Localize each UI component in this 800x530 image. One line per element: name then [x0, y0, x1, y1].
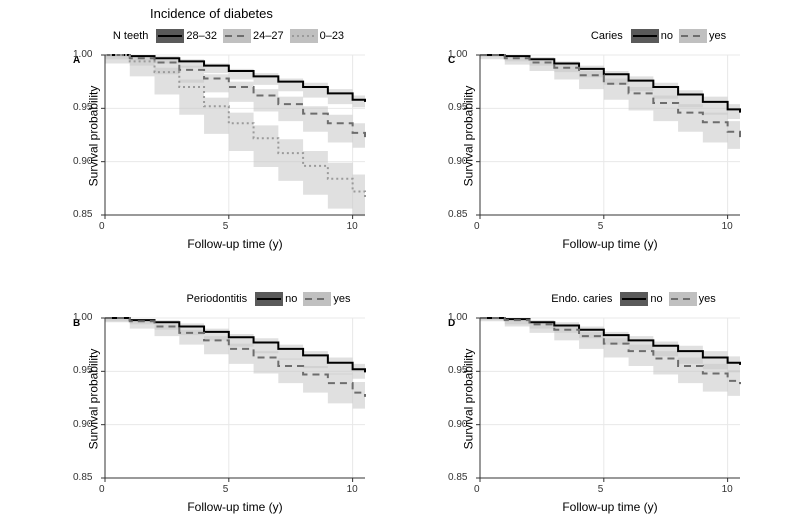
legend-label: yes — [699, 293, 716, 305]
xlabel: Follow-up time (y) — [180, 237, 290, 251]
legend-A: N teeth 28–32 24–27 0–23 — [90, 29, 370, 43]
legend-title: Caries — [591, 30, 623, 42]
xtick: 0 — [474, 484, 480, 495]
ylabel: Survival probability — [86, 349, 100, 450]
xtick: 0 — [474, 221, 480, 232]
legend-title: N teeth — [113, 30, 148, 42]
xtick: 0 — [99, 484, 105, 495]
xlabel: Follow-up time (y) — [555, 500, 665, 514]
ylabel: Survival probability — [461, 349, 475, 450]
xtick: 10 — [722, 484, 733, 495]
legend-item: no — [620, 292, 662, 306]
legend-label: yes — [333, 293, 350, 305]
xtick: 10 — [722, 221, 733, 232]
ylabel: Survival probability — [461, 86, 475, 187]
ytick: 1.00 — [448, 49, 467, 60]
ytick: 0.85 — [448, 209, 467, 220]
legend-item: yes — [303, 292, 350, 306]
legend-item: yes — [669, 292, 716, 306]
plot-C — [480, 55, 740, 215]
xtick: 10 — [347, 484, 358, 495]
plot-A — [105, 55, 365, 215]
legend-B: Periodontitis no yes — [130, 292, 410, 306]
ytick: 0.85 — [448, 472, 467, 483]
xlabel: Follow-up time (y) — [180, 500, 290, 514]
ytick: 1.00 — [73, 49, 92, 60]
legend-item: 0–23 — [290, 29, 344, 43]
legend-item: 28–32 — [156, 29, 217, 43]
xtick: 5 — [223, 484, 229, 495]
legend-label: 28–32 — [186, 30, 217, 42]
plot-D — [480, 318, 740, 478]
ylabel: Survival probability — [86, 86, 100, 187]
legend-item: yes — [679, 29, 726, 43]
legend-label: 24–27 — [253, 30, 284, 42]
legend-label: no — [650, 293, 662, 305]
plot-B — [105, 318, 365, 478]
legend-item: no — [255, 292, 297, 306]
ytick: 1.00 — [448, 312, 467, 323]
xlabel: Follow-up time (y) — [555, 237, 665, 251]
legend-label: no — [661, 30, 673, 42]
xtick: 5 — [223, 221, 229, 232]
legend-item: no — [631, 29, 673, 43]
xtick: 10 — [347, 221, 358, 232]
legend-title: Endo. caries — [551, 293, 612, 305]
legend-C: Caries no yes — [520, 29, 800, 43]
legend-D: Endo. caries no yes — [495, 292, 775, 306]
xtick: 0 — [99, 221, 105, 232]
legend-label: yes — [709, 30, 726, 42]
legend-title: Periodontitis — [187, 293, 248, 305]
main-title: Incidence of diabetes — [150, 6, 273, 21]
legend-label: no — [285, 293, 297, 305]
legend-label: 0–23 — [320, 30, 344, 42]
ytick: 0.85 — [73, 472, 92, 483]
ytick: 0.85 — [73, 209, 92, 220]
legend-item: 24–27 — [223, 29, 284, 43]
ytick: 1.00 — [73, 312, 92, 323]
xtick: 5 — [598, 484, 604, 495]
xtick: 5 — [598, 221, 604, 232]
